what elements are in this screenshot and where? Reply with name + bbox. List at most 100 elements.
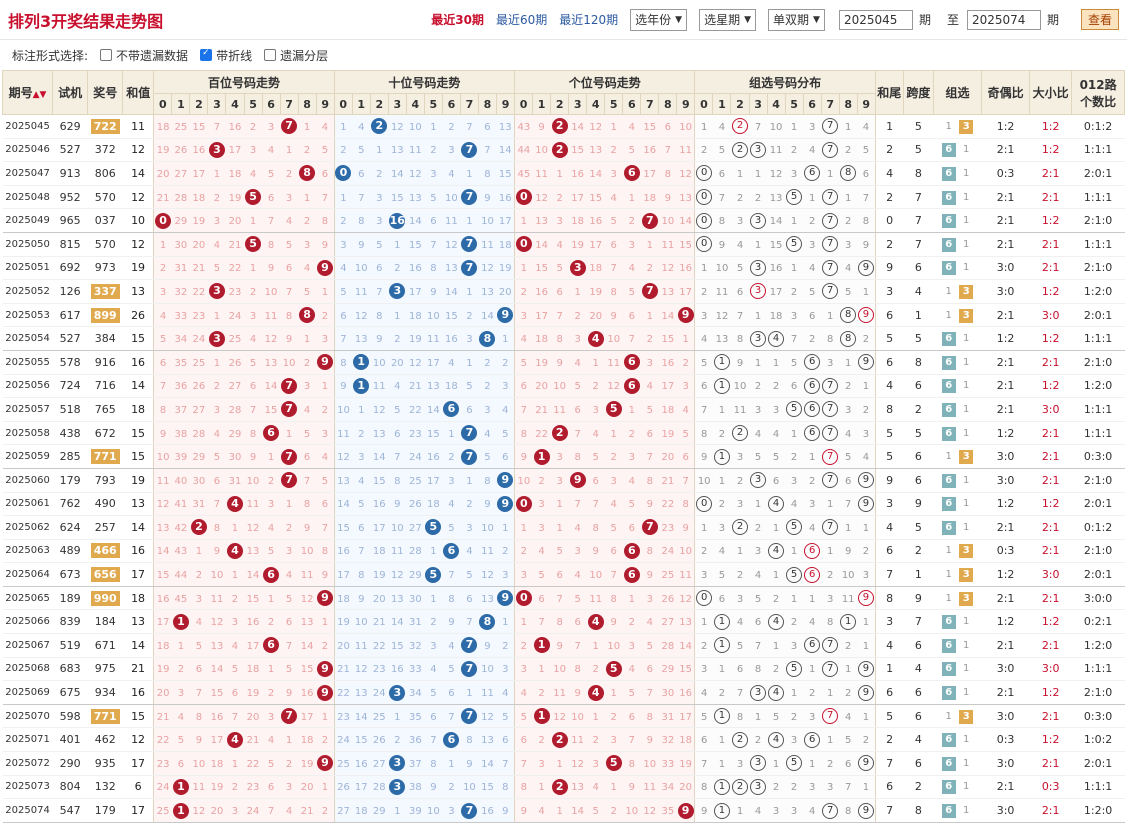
group-cell: 2: [803, 468, 822, 493]
checkbox[interactable]: [200, 48, 213, 61]
missing-value: 11: [192, 782, 206, 794]
group-cell: 3: [749, 539, 768, 564]
col-tens: 十位号码走势: [333, 70, 516, 94]
missing-value: 1: [610, 688, 617, 700]
odd-even-cell: 1:2: [981, 421, 1030, 446]
from-issue-input[interactable]: 2025045: [838, 9, 913, 30]
group-cell: 9: [730, 350, 750, 375]
view-button[interactable]: 查看: [1080, 9, 1119, 30]
missing-value: 7: [592, 499, 599, 511]
missing-value: 3: [285, 546, 293, 558]
trend-cell: 6: [568, 609, 587, 635]
missing-value: 16: [427, 452, 440, 464]
missing-value: 6: [574, 404, 581, 416]
trend-cell: 34: [658, 775, 677, 800]
trend-cell: 7: [280, 444, 299, 469]
group-cell: 1: [785, 114, 804, 139]
group-ball: 1: [713, 708, 730, 725]
missing-value: 1: [826, 168, 834, 180]
group-type-cell: 6 1: [933, 232, 982, 257]
route-cell: 0:1:2: [1071, 515, 1125, 540]
trend-cell: 30: [189, 468, 208, 493]
trend-cell: 8: [640, 539, 659, 564]
group-ball: 9: [857, 354, 874, 371]
missing-value: 1: [790, 428, 798, 440]
missing-value: 23: [246, 782, 260, 794]
group-tag: 6: [941, 804, 956, 819]
group-cell: 5: [749, 586, 768, 611]
missing-value: 10: [427, 310, 440, 322]
group-tag: 1: [963, 616, 970, 628]
group-cell: 2: [803, 326, 822, 351]
trend-cell: 15: [496, 161, 515, 186]
missing-value: 2: [610, 806, 617, 818]
group-cell: 1: [803, 185, 822, 210]
odd-even-select[interactable]: 单双期 ▼: [768, 8, 825, 31]
missing-value: 5: [718, 570, 726, 582]
missing-value: 1: [790, 688, 798, 700]
sort-icon[interactable]: ▲▼: [32, 90, 47, 100]
trend-cell: 24: [370, 680, 389, 705]
missing-value: 5: [321, 145, 329, 157]
group-cell: 2: [730, 562, 750, 587]
trend-cell: 25: [171, 114, 190, 139]
missing-value: 8: [376, 310, 383, 322]
group-cell: 2: [767, 374, 786, 399]
trend-cell: 2: [460, 492, 479, 517]
weekday-select[interactable]: 选星期 ▼: [699, 8, 756, 31]
missing-value: 5: [267, 168, 275, 180]
table-row: 2025073 804 132 6 24 1 11 19 2 23 6 3 20 1 26 17 28 3 38 9 2…: [2, 775, 1125, 800]
missing-value: 2: [520, 640, 528, 652]
hit-ball: 0: [515, 189, 532, 206]
group-cell: 4: [857, 444, 876, 469]
trend-cell: 10: [460, 775, 479, 800]
trend-cell: 5: [333, 279, 353, 304]
group-cell: 1: [785, 256, 804, 281]
trend-cell: 14: [388, 609, 407, 635]
range-link-120[interactable]: 最近120期: [559, 13, 619, 27]
range-link-30[interactable]: 最近30期: [431, 13, 484, 27]
missing-value: 23: [372, 664, 386, 676]
trend-table: 期号▲▼ 试机 奖号 和值 百位号码走势 十位号码走势 个位号码走势 组选号码分…: [1, 70, 1125, 823]
test-cell: 762: [52, 492, 88, 517]
year-select[interactable]: 选年份 ▼: [630, 8, 688, 31]
issue-cell: 2025064: [2, 562, 53, 587]
prize-number: 771: [90, 708, 120, 724]
group-cell: 12: [767, 161, 786, 186]
trend-cell: 1: [207, 161, 226, 186]
trend-cell: 15: [370, 468, 389, 493]
group-cell: 3: [803, 232, 822, 257]
trend-cell: 1: [352, 397, 371, 422]
missing-value: 4: [574, 570, 581, 582]
group-cell: 2: [857, 397, 876, 422]
prize-number: 935: [94, 756, 116, 770]
missing-value: 9: [520, 806, 528, 818]
group-ball: 7: [822, 448, 839, 465]
range-link-60[interactable]: 最近60期: [495, 13, 548, 27]
prize-number: 990: [90, 590, 120, 606]
missing-value: 5: [285, 239, 293, 251]
option-polyline[interactable]: 带折线: [200, 47, 252, 64]
group-cell: 9: [857, 586, 876, 611]
missing-value: 1: [718, 758, 726, 770]
group-cell: 0: [694, 492, 713, 517]
col-issue[interactable]: 期号▲▼: [1, 70, 54, 115]
trend-cell: 4: [604, 185, 623, 210]
trend-cell: 20: [658, 444, 677, 469]
checkbox[interactable]: [264, 49, 277, 61]
group-cell: 6: [803, 539, 822, 564]
missing-value: 7: [701, 404, 708, 416]
to-issue-input[interactable]: 2025074: [966, 9, 1041, 30]
missing-value: 1: [862, 522, 870, 534]
trend-cell: 13: [370, 421, 389, 446]
missing-value: 15: [264, 404, 278, 416]
missing-value: 14: [769, 216, 783, 228]
checkbox[interactable]: [100, 49, 113, 61]
option-missing-layered[interactable]: 遗漏分层: [264, 47, 328, 64]
group-cell: 6: [767, 468, 786, 493]
trend-cell: 2: [442, 775, 461, 800]
missing-value: 16: [498, 192, 512, 204]
option-no-missing[interactable]: 不带遗漏数据: [100, 47, 188, 64]
tail-cell: 7: [874, 798, 904, 823]
trend-cell: 12: [388, 114, 407, 139]
